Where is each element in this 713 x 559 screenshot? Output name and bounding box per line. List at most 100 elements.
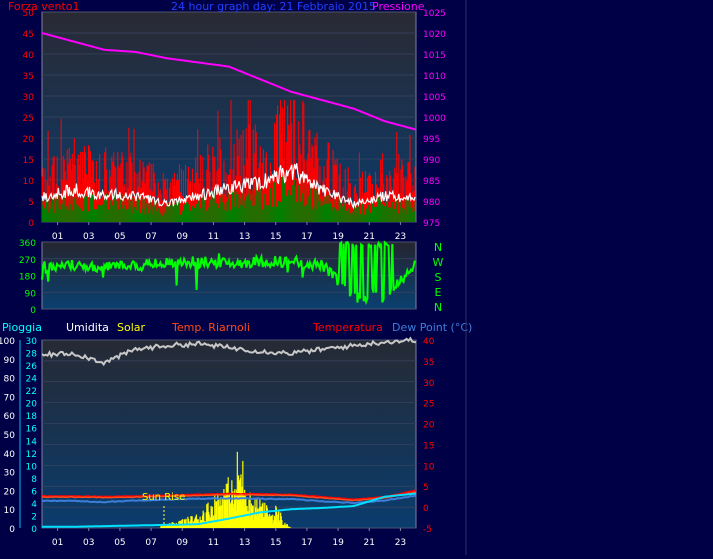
pressure-label: Pressione [372,0,425,13]
pressure-tick-label: 1010 [423,72,446,82]
direction-tick-label: 90 [25,289,37,299]
bottom-series [41,336,417,528]
wind-tick-label: 50 [23,9,35,19]
x-tick-label: 01 [52,232,63,242]
wind-pressure-lines [41,32,417,210]
humidity-tick-label: 90 [4,356,16,366]
temp-tick-label: -5 [423,525,432,535]
humidity-tick-label: 50 [4,431,16,441]
wind-tick-label: 40 [23,51,35,61]
x-tick-label: 09 [177,538,189,548]
rain-tick-label: 30 [26,337,38,347]
temp-tick-label: 15 [423,441,434,451]
rain-tick-label: 14 [26,437,38,447]
pressure-tick-label: 995 [423,135,440,145]
x-tick-label: 11 [208,232,219,242]
compass-label: S [435,271,442,284]
top-axes: 0510152025303540455097598098599099510001… [23,9,447,242]
x-tick-label: 15 [270,232,281,242]
temp-riarnoli-line [41,491,417,502]
rain-tick-label: 16 [26,425,38,435]
pressure-tick-label: 985 [423,177,440,187]
rain-tick-label: 18 [26,412,38,422]
x-tick-label: 05 [114,538,125,548]
pressure-line [41,32,417,131]
x-tick-label: 21 [364,538,375,548]
humidity-line [41,336,417,367]
rain-tick-label: 0 [31,525,37,535]
wind-tick-label: 25 [23,114,34,124]
humidity-tick-label: 10 [4,506,16,516]
humidity-label: Umidita [66,321,109,334]
direction-line [41,240,416,306]
x-tick-label: 17 [301,232,312,242]
pressure-tick-label: 1025 [423,9,446,19]
x-tick-label: 13 [239,232,250,242]
rain-tick-label: 28 [26,350,38,360]
x-tick-label: 21 [364,232,375,242]
pressure-tick-label: 980 [423,198,440,208]
x-tick-label: 23 [395,232,406,242]
rain-tick-label: 8 [31,475,37,485]
rain-tick-label: 24 [26,375,38,385]
wind-tick-label: 15 [23,156,34,166]
wind-direction-line [41,240,416,306]
pressure-tick-label: 1000 [423,114,446,124]
pressure-tick-label: 1020 [423,30,446,40]
rain-tick-label: 10 [26,462,38,472]
rain-tick-label: 6 [31,487,37,497]
wind-tick-label: 30 [23,93,35,103]
temperature-line [41,489,417,501]
x-tick-label: 13 [239,538,250,548]
sunrise-annotation: Sun Rise [142,492,185,503]
x-tick-label: 07 [145,232,156,242]
dewpoint-line [42,494,417,505]
temp-tick-label: 35 [423,358,434,368]
rain-tick-label: 26 [26,362,38,372]
humidity-tick-label: 70 [4,393,16,403]
x-tick-label: 19 [332,538,344,548]
x-tick-label: 17 [301,538,312,548]
chart-title: 24 hour graph day: 21 Febbraio 2015 [171,0,376,13]
temp-riarnoli-label: Temp. Riarnoli [171,321,250,334]
temp-tick-label: 40 [423,337,435,347]
rain-tick-label: 20 [26,400,38,410]
direction-tick-label: 0 [30,306,36,316]
humidity-tick-label: 30 [4,469,16,479]
x-tick-label: 05 [114,232,125,242]
dewpoint-label: Dew Point (°C) [392,321,472,334]
humidity-tick-label: 40 [4,450,16,460]
humidity-tick-label: 60 [4,412,16,422]
rain-label: Pioggia [2,321,42,334]
wind-tick-label: 20 [23,135,35,145]
wind-label: Forza vento1 [8,0,80,13]
wind-tick-label: 0 [28,219,34,229]
x-tick-label: 11 [208,538,219,548]
pressure-tick-label: 990 [423,156,440,166]
pressure-tick-label: 1015 [423,51,446,61]
humidity-tick-label: 80 [4,375,16,385]
temperature-label: Temperatura [312,321,383,334]
x-tick-label: 15 [270,538,281,548]
rain-line [42,492,417,528]
wind-tick-label: 5 [28,198,34,208]
direction-tick-label: 180 [19,273,36,283]
pressure-tick-label: 1005 [423,93,446,103]
rain-tick-label: 4 [31,500,37,510]
rain-tick-label: 22 [26,387,37,397]
wind-average-line [41,163,416,210]
wind-tick-label: 10 [23,177,35,187]
x-tick-label: 09 [177,232,189,242]
x-tick-label: 03 [83,538,94,548]
pressure-tick-label: 975 [423,219,440,229]
humidity-tick-label: 20 [4,487,16,497]
temp-tick-label: 30 [423,379,435,389]
temp-tick-label: 5 [423,483,429,493]
direction-tick-label: 270 [19,256,36,266]
x-tick-label: 03 [83,232,94,242]
compass-label: W [433,256,444,269]
rain-tick-label: 2 [31,512,37,522]
temp-tick-label: 10 [423,462,435,472]
